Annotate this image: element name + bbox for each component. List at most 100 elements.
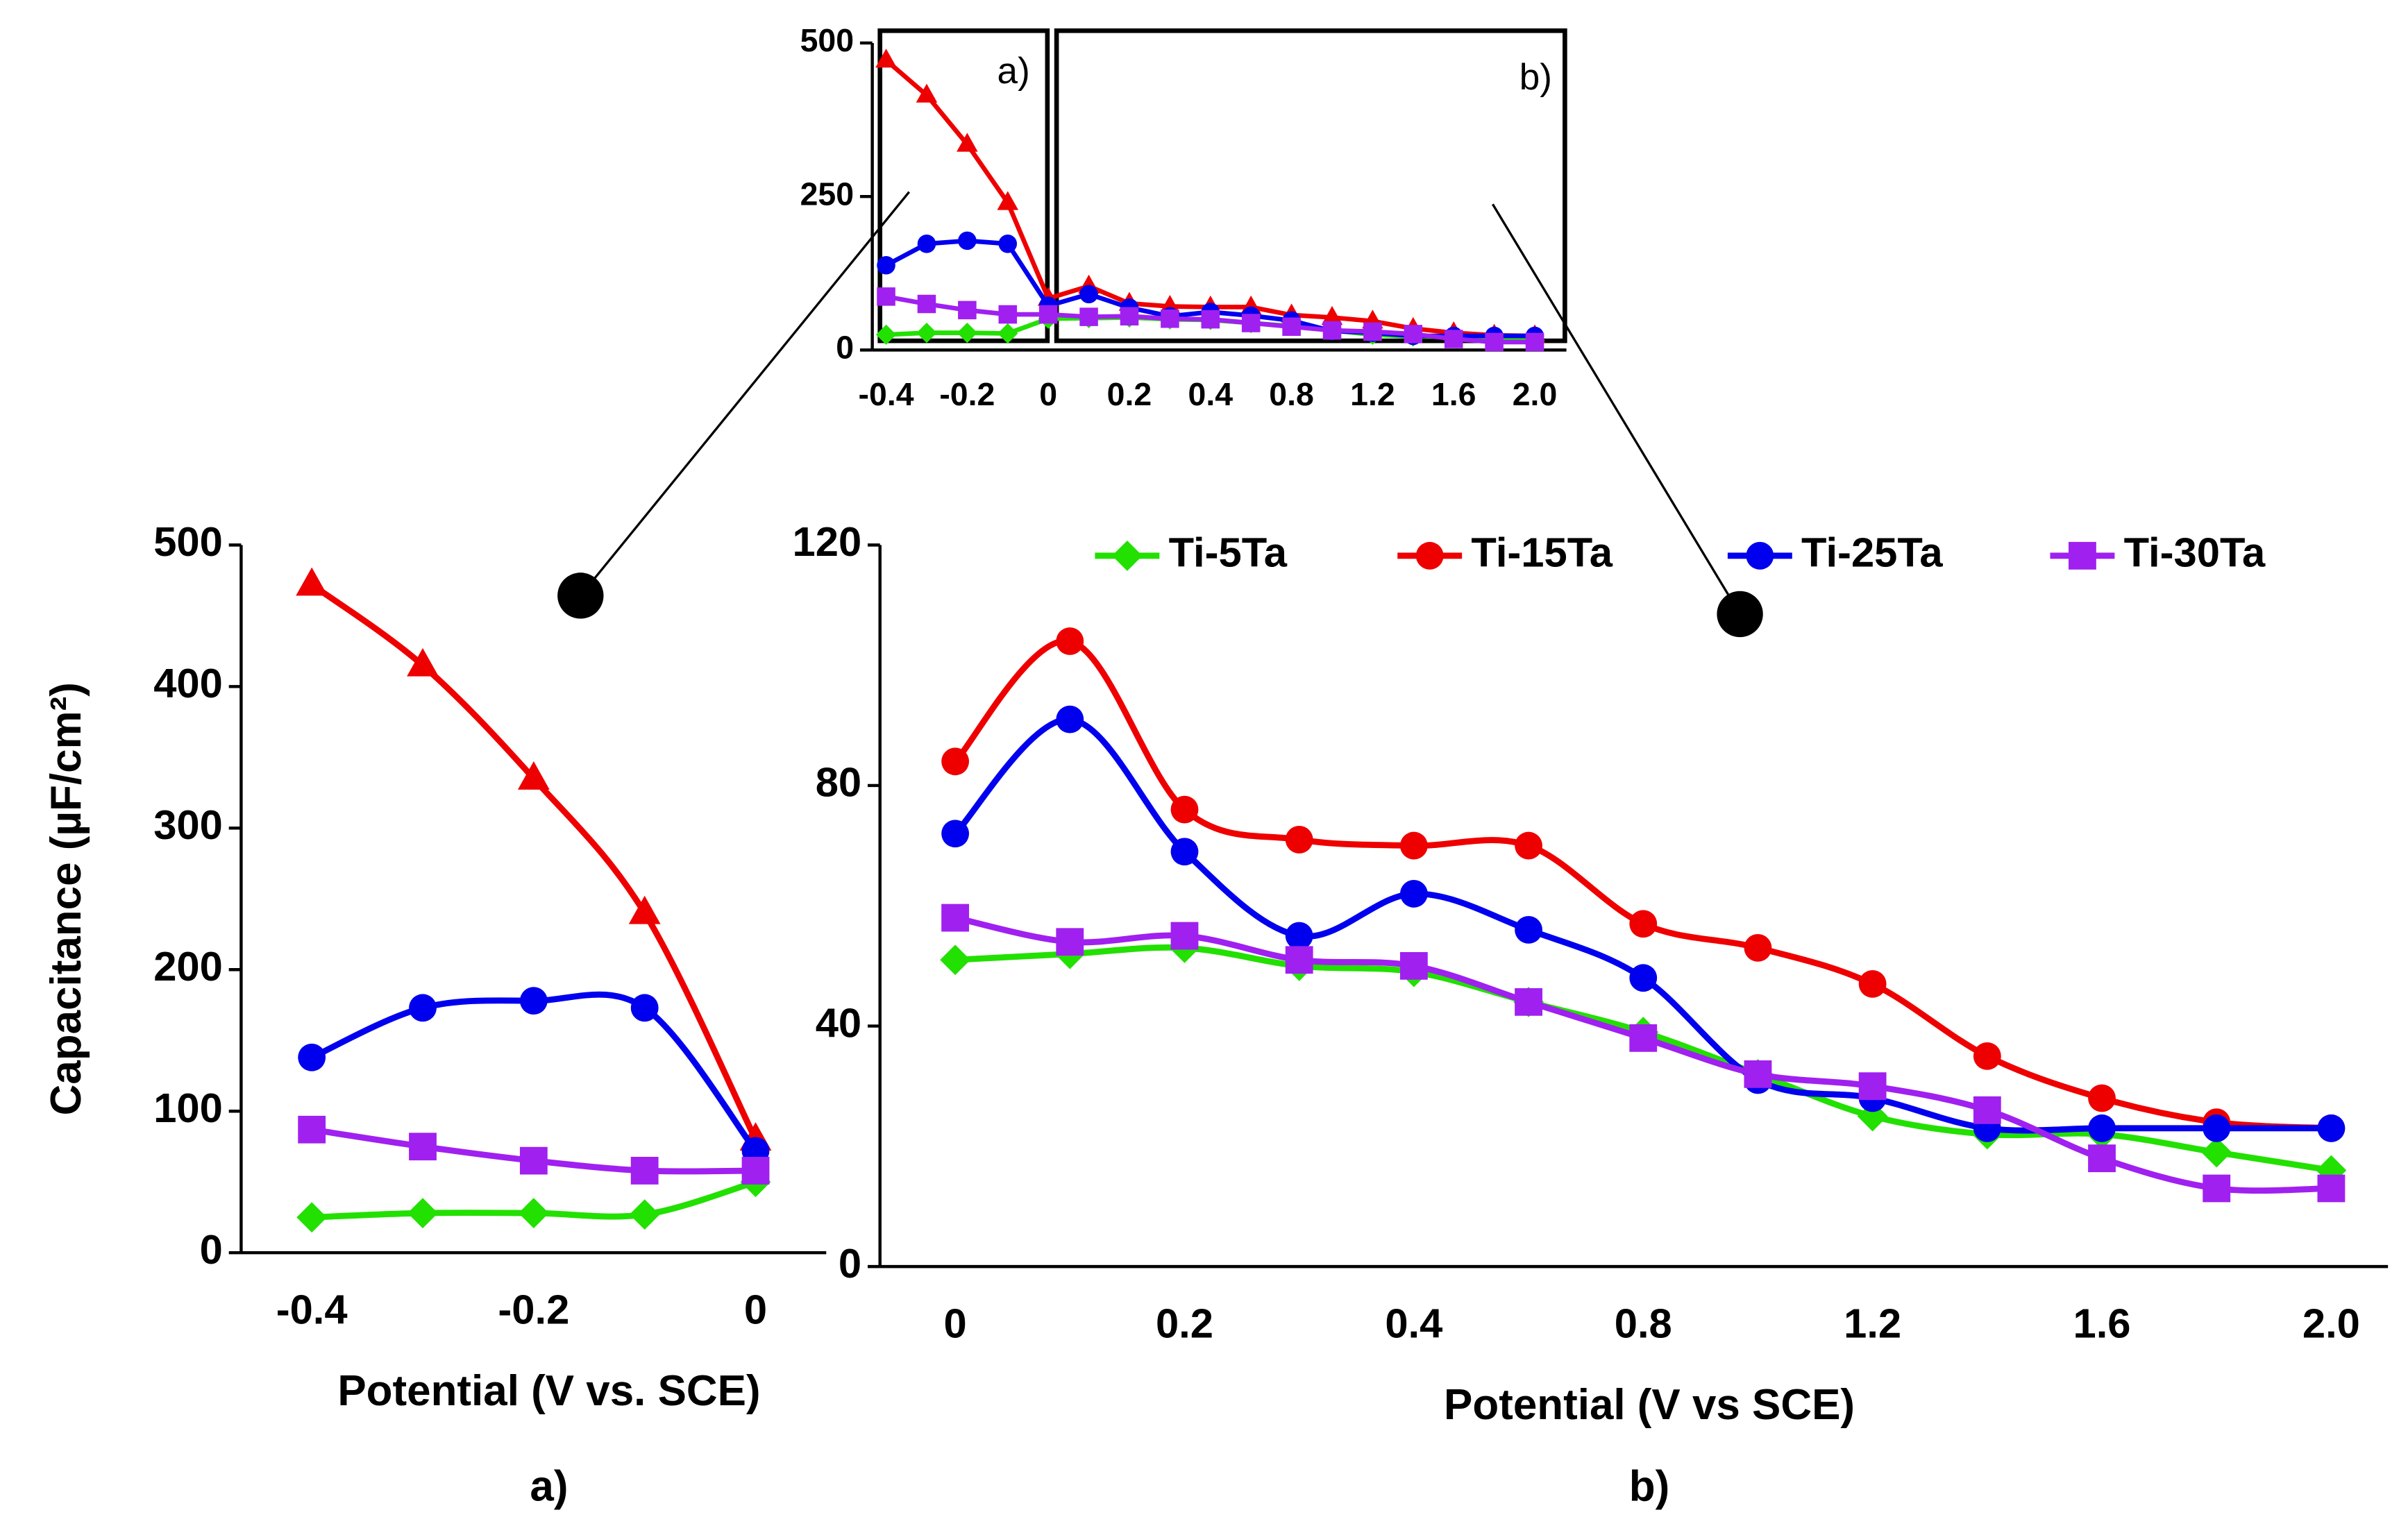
marker	[1201, 310, 1220, 329]
marker	[1515, 987, 1542, 1016]
marker	[629, 1199, 660, 1230]
marker	[630, 994, 659, 1022]
marker	[957, 133, 978, 152]
y-tick-label: 200	[153, 943, 223, 990]
marker	[2088, 1114, 2116, 1142]
x-tick-label: 0.8	[1615, 1300, 1672, 1347]
marker	[957, 323, 977, 344]
x-tick-label: 1.6	[1431, 376, 1476, 412]
marker	[875, 49, 897, 68]
legend-label: Ti-15Ta	[1471, 529, 1613, 576]
marker	[296, 1202, 328, 1233]
marker	[1170, 922, 1199, 950]
marker	[1363, 322, 1382, 341]
marker	[1079, 285, 1098, 304]
legend-marker	[1111, 540, 1143, 571]
y-tick-label: 250	[800, 176, 854, 212]
marker	[1629, 910, 1658, 938]
marker	[1321, 305, 1343, 325]
marker	[1629, 964, 1658, 992]
marker	[1056, 705, 1084, 734]
marker	[298, 1043, 326, 1071]
marker	[877, 256, 895, 275]
marker	[1056, 627, 1084, 655]
series-line	[884, 58, 1535, 339]
marker	[1038, 305, 1058, 324]
marker	[519, 987, 548, 1015]
marker	[941, 747, 970, 776]
marker	[1973, 1096, 2001, 1124]
marker	[407, 1198, 438, 1229]
marker	[1282, 317, 1301, 337]
y-tick-label: 100	[153, 1085, 223, 1131]
marker	[1515, 831, 1542, 860]
x-tick-label: 1.2	[1844, 1300, 1901, 1347]
marker	[1399, 880, 1428, 908]
marker	[1161, 309, 1179, 328]
series-line	[952, 638, 2332, 1132]
marker	[1515, 915, 1542, 944]
inset-box-b	[1054, 28, 1567, 344]
marker	[2317, 1114, 2346, 1142]
marker	[1399, 831, 1428, 860]
y-axis-title: Capacitance (µF/cm²)	[42, 682, 90, 1115]
x-tick-label: -0.2	[498, 1287, 569, 1333]
marker	[1079, 307, 1098, 326]
marker	[917, 235, 936, 253]
marker	[998, 235, 1018, 253]
marker	[1744, 1060, 1772, 1088]
marker	[2203, 1114, 2231, 1142]
x-tick-label: 2.0	[2302, 1300, 2360, 1347]
x-tick-label: 2.0	[1513, 376, 1558, 412]
connector	[580, 191, 911, 597]
connector-dot	[557, 573, 604, 619]
marker	[1485, 332, 1504, 352]
x-tick-label: 0.2	[1107, 376, 1152, 412]
marker	[1241, 314, 1261, 332]
x-tick-label: 1.2	[1350, 376, 1395, 412]
marker	[916, 323, 937, 344]
x-tick-label: 0	[1039, 376, 1057, 412]
panel-caption: a)	[530, 1462, 568, 1510]
x-tick-label: -0.4	[276, 1287, 348, 1333]
marker	[630, 1157, 659, 1185]
marker	[941, 904, 970, 932]
marker	[940, 944, 971, 976]
y-tick-label: 500	[153, 518, 223, 565]
marker	[1285, 946, 1313, 974]
marker	[998, 305, 1018, 324]
connector-dot	[1717, 591, 1763, 638]
y-tick-label: 120	[793, 518, 862, 565]
x-tick-label: 0	[944, 1300, 967, 1347]
connector	[1491, 203, 1742, 615]
marker	[1056, 928, 1084, 956]
marker	[1973, 1042, 2001, 1070]
marker	[1170, 795, 1199, 824]
marker	[958, 231, 977, 251]
y-tick-label: 400	[153, 660, 223, 706]
marker	[917, 294, 936, 314]
marker	[1444, 330, 1463, 348]
x-tick-label: 0.2	[1156, 1300, 1213, 1347]
marker	[2088, 1084, 2116, 1112]
series-line	[310, 582, 759, 1141]
marker	[1120, 307, 1139, 326]
x-tick-label: 0.4	[1188, 376, 1234, 412]
marker	[296, 567, 328, 596]
y-tick-label: 0	[839, 1240, 861, 1287]
marker	[1285, 922, 1313, 950]
y-tick-label: 80	[816, 759, 861, 806]
x-tick-label: 0.8	[1269, 376, 1314, 412]
marker	[741, 1157, 770, 1185]
x-tick-label: 1.6	[2073, 1300, 2131, 1347]
y-tick-label: 40	[816, 999, 861, 1046]
marker	[519, 1146, 548, 1175]
marker	[1170, 838, 1199, 866]
marker	[1629, 1024, 1658, 1052]
x-tick-label: -0.2	[939, 376, 995, 412]
x-tick-label: 0	[744, 1287, 767, 1333]
series-line	[310, 991, 759, 1153]
marker	[409, 994, 437, 1022]
marker	[409, 1133, 437, 1161]
